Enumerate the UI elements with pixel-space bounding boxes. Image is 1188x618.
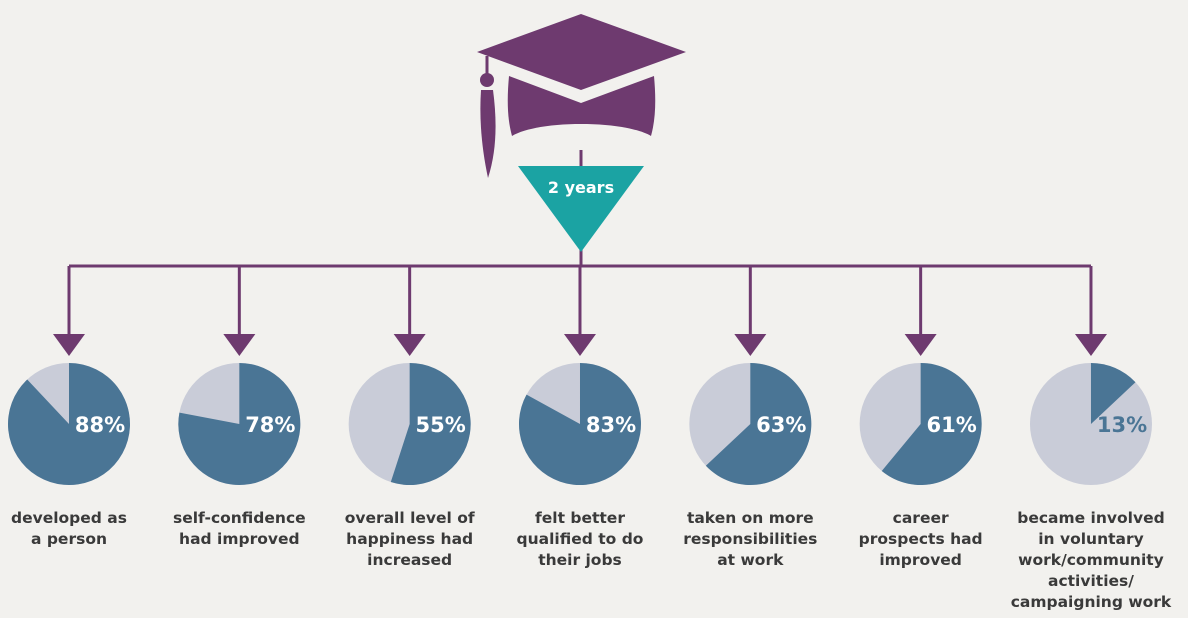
- pie-value-slice: [705, 363, 812, 485]
- arrow-2: [223, 266, 256, 356]
- pie-description-label: self-confidence had improved: [172, 509, 306, 548]
- arrow-1: [53, 266, 85, 356]
- timeframe-badge: 2 years: [518, 166, 644, 252]
- pie-description-label: career prospects had improved: [858, 509, 983, 569]
- arrow-6: [904, 266, 937, 356]
- pie-5: 63%: [689, 363, 812, 485]
- pie-percent-label: 55%: [416, 413, 466, 437]
- pie-percent-label: 13%: [1097, 413, 1147, 437]
- pie-7: 13%: [1029, 363, 1152, 485]
- arrow-5: [734, 266, 767, 356]
- pie-percent-label: 78%: [245, 413, 295, 437]
- pie-value-slice: [390, 363, 471, 485]
- timeframe-label: 2 years: [548, 178, 614, 197]
- pie-value-slice: [881, 363, 982, 485]
- pie-value-slice: [1090, 363, 1136, 424]
- pie-1: 88%: [7, 363, 130, 485]
- pie-value-slice: [178, 363, 301, 485]
- pie-3: 55%: [348, 363, 471, 485]
- pie-percent-label: 61%: [927, 413, 977, 437]
- arrow-7: [1074, 266, 1107, 356]
- pie-2: 78%: [178, 363, 301, 485]
- arrows: [53, 266, 1107, 356]
- arrow-3: [393, 266, 426, 356]
- pie-description-label: felt better qualified to do their jobs: [516, 509, 644, 569]
- arrow-4: [563, 266, 596, 356]
- pie-6: 61%: [859, 363, 982, 485]
- pie-percent-label: 63%: [756, 413, 806, 437]
- pie-description-label: developed as a person: [11, 509, 127, 548]
- pie-percent-label: 83%: [586, 413, 636, 437]
- pie-description-label: became involved in voluntary work/commun…: [1010, 509, 1172, 611]
- graduation-cap-icon: [477, 14, 686, 178]
- pie-description-label: taken on more responsibilities at work: [683, 509, 818, 569]
- timeframe-triangle: [518, 166, 644, 252]
- pie-description-label: overall level of happiness had increased: [344, 509, 475, 569]
- pie-charts: 88% 78% 55% 83% 63% 61% 13%: [7, 363, 1152, 486]
- pie-value-slice: [518, 363, 641, 486]
- pie-4: 83%: [518, 363, 641, 486]
- pie-percent-label: 88%: [75, 413, 125, 437]
- pie-value-slice: [7, 363, 130, 485]
